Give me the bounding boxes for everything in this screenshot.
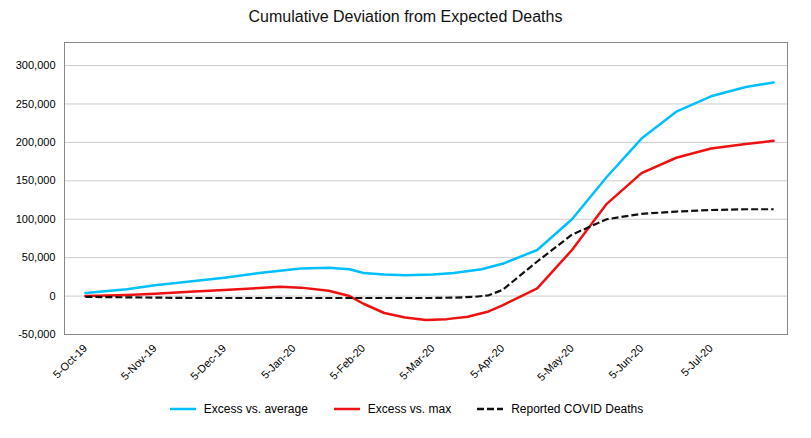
html-text:Excess vs. average: Excess vs. average [203,402,308,416]
svg-text:5-May-20: 5-May-20 [535,342,576,383]
svg-text:5-Apr-20: 5-Apr-20 [468,342,507,381]
svg-text:250,000: 250,000 [16,97,56,109]
svg-text:5-Jun-20: 5-Jun-20 [606,342,645,381]
svg-text:5-Mar-20: 5-Mar-20 [397,342,437,382]
svg-text:150,000: 150,000 [16,174,56,186]
svg-text:50,000: 50,000 [22,251,56,263]
svg-text:5-Feb-20: 5-Feb-20 [327,342,367,382]
svg-text:100,000: 100,000 [16,213,56,225]
svg-text:-50,000: -50,000 [18,328,55,340]
html-text:Cumulative Deviation from Expe: Cumulative Deviation from Expected Death… [248,8,563,25]
svg-text:5-Nov-19: 5-Nov-19 [118,342,158,382]
html-text:Excess vs. max: Excess vs. max [367,402,452,416]
svg-text:5-Dec-19: 5-Dec-19 [188,342,228,382]
svg-text:5-Oct-19: 5-Oct-19 [51,342,90,381]
svg-text:0: 0 [49,290,55,302]
html-text:Reported COVID Deaths: Reported COVID Deaths [511,402,644,416]
svg-text:5-Jan-20: 5-Jan-20 [259,342,298,381]
svg-text:5-Jul-20: 5-Jul-20 [678,342,715,379]
svg-text:200,000: 200,000 [16,136,56,148]
svg-text:300,000: 300,000 [16,59,56,71]
